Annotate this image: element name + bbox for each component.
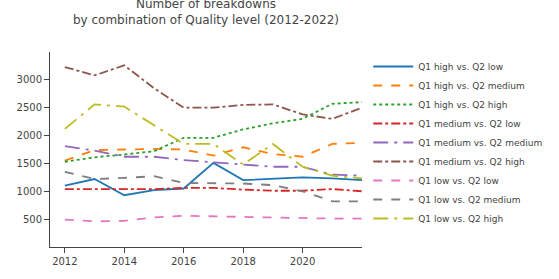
svg-text:Q1 medium vs. Q2 medium: Q1 medium vs. Q2 medium (418, 138, 542, 148)
svg-text:Q1 high vs. Q2 high: Q1 high vs. Q2 high (418, 100, 507, 110)
svg-text:3000: 3000 (17, 74, 42, 85)
svg-text:1000: 1000 (17, 186, 42, 197)
svg-text:Number of breakdownsby combina: Number of breakdownsby combination of Qu… (73, 0, 339, 27)
svg-text:1500: 1500 (17, 158, 42, 169)
svg-text:Q1 medium vs. Q2 low: Q1 medium vs. Q2 low (418, 119, 520, 129)
svg-text:Q1 medium vs. Q2 high: Q1 medium vs. Q2 high (418, 157, 525, 167)
svg-text:Q1 low vs. Q2 medium: Q1 low vs. Q2 medium (418, 195, 520, 205)
svg-text:Q1 high vs. Q2 low: Q1 high vs. Q2 low (418, 62, 503, 72)
svg-text:2500: 2500 (17, 102, 42, 113)
svg-text:2012: 2012 (52, 256, 77, 267)
svg-text:Q1 high vs. Q2 medium: Q1 high vs. Q2 medium (418, 81, 525, 91)
svg-text:500: 500 (23, 214, 42, 225)
svg-text:2018: 2018 (230, 256, 255, 267)
svg-text:2000: 2000 (17, 130, 42, 141)
svg-text:2016: 2016 (171, 256, 196, 267)
svg-text:Q1 low vs. Q2 high: Q1 low vs. Q2 high (418, 214, 503, 224)
svg-text:2020: 2020 (290, 256, 315, 267)
svg-text:Q1 low vs. Q2 low: Q1 low vs. Q2 low (418, 176, 499, 186)
svg-text:2014: 2014 (112, 256, 137, 267)
